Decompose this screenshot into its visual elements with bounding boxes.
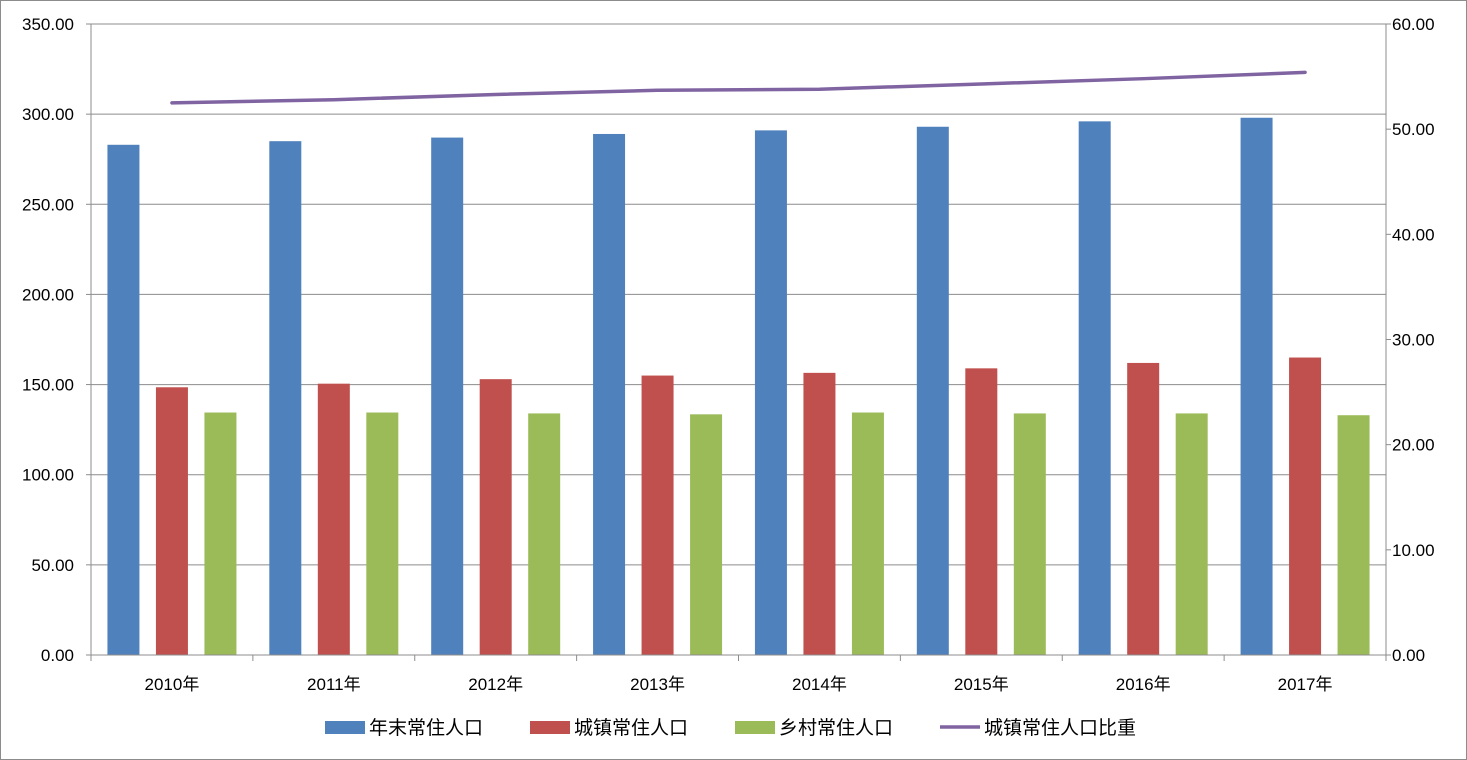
- x-axis-tick-label: 2012年: [468, 675, 523, 694]
- left-axis-tick-label: 100.00: [22, 466, 74, 485]
- x-axis-tick-label: 2016年: [1116, 675, 1171, 694]
- line-series: [170, 70, 1307, 105]
- series-line: [170, 70, 1307, 105]
- legend-label: 城镇常住人口比重: [984, 717, 1136, 739]
- x-axis-tick-label: 2013年: [630, 675, 685, 694]
- bar: [965, 368, 998, 655]
- bar: [1175, 413, 1208, 655]
- bar: [754, 130, 787, 655]
- bar: [916, 126, 949, 655]
- bar: [107, 144, 140, 655]
- x-axis-tick-label: 2011年: [307, 675, 361, 694]
- left-axis-tick-label: 200.00: [22, 285, 74, 304]
- x-axis-tick-label: 2017年: [1278, 675, 1333, 694]
- right-axis-tick-label: 20.00: [1392, 436, 1435, 455]
- bar: [366, 412, 399, 655]
- legend: 年末常住人口 城镇常住人口 乡村常住人口 城镇常住人口比重: [325, 717, 1136, 739]
- right-axis-tick-label: 40.00: [1392, 225, 1435, 244]
- right-axis-tick-label: 50.00: [1392, 120, 1435, 139]
- left-axis-tick-label: 250.00: [22, 195, 74, 214]
- legend-swatch: [325, 721, 365, 734]
- bar: [155, 387, 188, 655]
- bar: [641, 375, 674, 655]
- legend-label: 城镇常住人口: [574, 717, 688, 739]
- legend-label: 年末常住人口: [369, 717, 483, 739]
- left-axis-tick-label: 50.00: [31, 556, 74, 575]
- bar: [1337, 415, 1370, 655]
- bar: [269, 141, 302, 655]
- x-axis-tick-label: 2014年: [792, 675, 847, 694]
- legend-swatch: [530, 721, 570, 734]
- right-axis-tick-label: 60.00: [1392, 15, 1435, 34]
- bar: [431, 137, 464, 655]
- bar: [851, 412, 884, 655]
- gridlines: [91, 23, 1386, 566]
- left-axis-tick-label: 150.00: [22, 376, 74, 395]
- bar: [1289, 357, 1322, 655]
- bar: [1078, 121, 1111, 655]
- left-axis-tick-label: 0.00: [41, 646, 74, 665]
- bar: [479, 379, 512, 655]
- legend-label: 乡村常住人口: [779, 717, 893, 739]
- right-axis-tick-label: 30.00: [1392, 331, 1435, 350]
- axes: 0.00 50.00 100.00 150.00 200.00 250.00 300.00 3…: [22, 15, 1435, 694]
- right-axis-tick-label: 0.00: [1392, 646, 1425, 665]
- bar: [317, 383, 350, 655]
- bar: [528, 413, 561, 655]
- bar-series: [107, 117, 1370, 655]
- bar: [204, 412, 237, 655]
- bar: [1127, 362, 1160, 655]
- bar: [1013, 413, 1046, 655]
- x-axis-tick-label: 2015年: [954, 675, 1009, 694]
- bar: [690, 414, 723, 655]
- bar: [803, 372, 836, 655]
- left-axis-tick-label: 350.00: [22, 15, 74, 34]
- legend-swatch: [735, 721, 775, 734]
- bar: [593, 133, 626, 655]
- right-axis-tick-label: 10.00: [1392, 541, 1435, 560]
- x-axis-tick-label: 2010年: [145, 675, 200, 694]
- bar: [1240, 117, 1273, 655]
- left-axis-tick-label: 300.00: [22, 105, 74, 124]
